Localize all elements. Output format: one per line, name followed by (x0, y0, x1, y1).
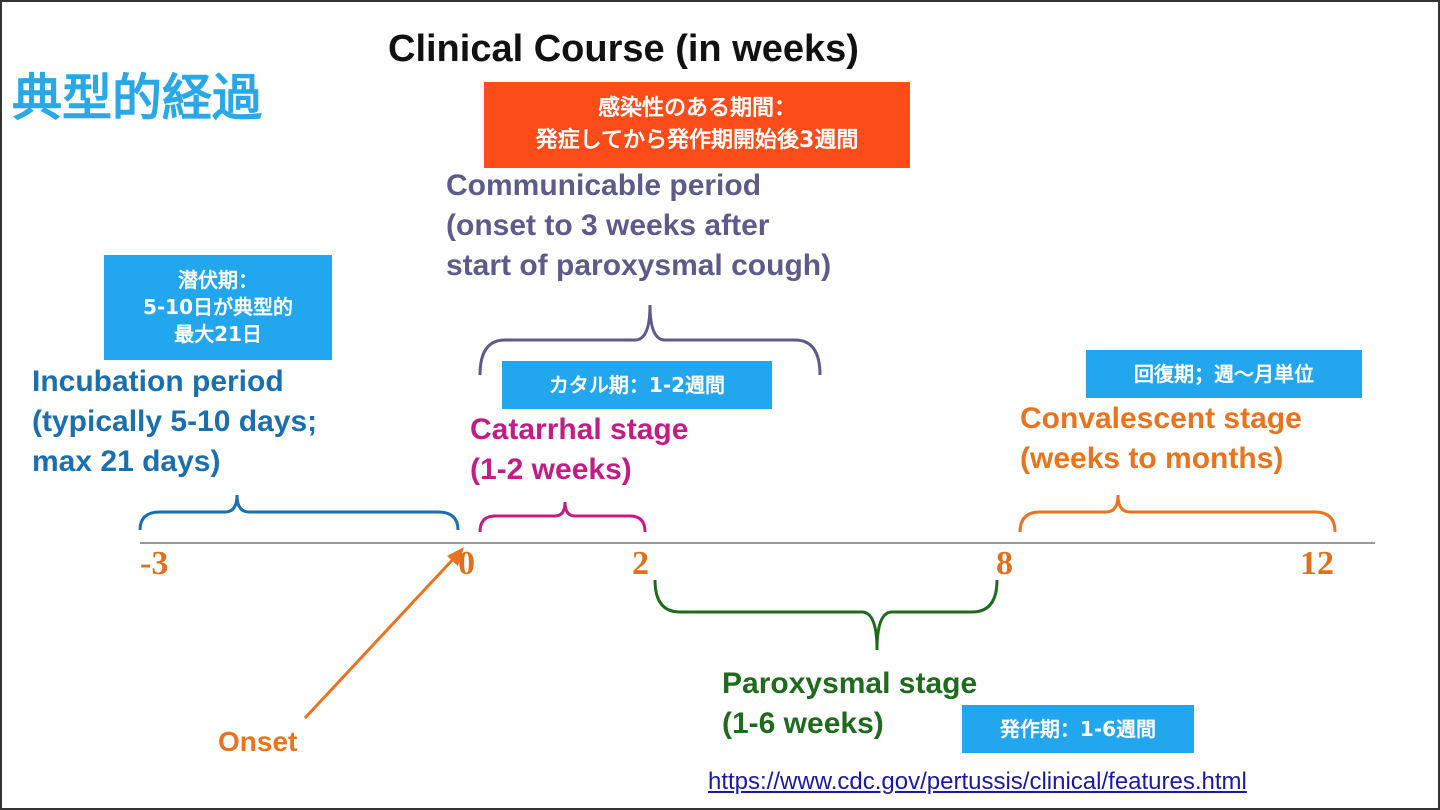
onset-arrowhead (447, 547, 464, 566)
diagram-title: Clinical Course (in weeks) (388, 28, 859, 70)
axis-tick-8: 8 (996, 545, 1013, 582)
source-link[interactable]: https://www.cdc.gov/pertussis/clinical/f… (708, 768, 1247, 795)
onset-arrow (303, 554, 458, 720)
communicable-callout: 感染性のある期間： 発症してから発作期開始後3週間 (484, 82, 910, 168)
paroxysmal-label: Paroxysmal stage (1-6 weeks) (722, 667, 978, 740)
axis-tick-2: 2 (632, 545, 649, 582)
communicable-brace (478, 304, 822, 376)
paroxysmal-brace (653, 579, 999, 651)
catarrhal-label: Catarrhal stage (1-2 weeks) (470, 413, 689, 486)
onset-label: Onset (218, 726, 298, 757)
slide-title: 典型的経過 (12, 69, 262, 127)
convalescent-callout: 回復期；週〜月単位 (1086, 350, 1362, 398)
communicable-label: Communicable period (onset to 3 weeks af… (446, 169, 832, 282)
incubation-callout: 潜伏期： 5-10日が典型的 最大21日 (104, 255, 332, 360)
paroxysmal-callout: 発作期：1-6週間 (962, 705, 1194, 753)
convalescent-label: Convalescent stage (weeks to months) (1020, 402, 1302, 475)
axis-tick-0: 0 (458, 545, 475, 582)
catarrhal-brace (478, 501, 647, 533)
incubation-label: Incubation period (typically 5-10 days; … (32, 365, 318, 478)
axis-tick-minus3: -3 (140, 545, 169, 582)
catarrhal-callout: カタル期：1-2週間 (502, 361, 772, 409)
axis-tick-12: 12 (1300, 545, 1334, 582)
incubation-brace (138, 494, 460, 531)
convalescent-brace (1018, 494, 1337, 533)
